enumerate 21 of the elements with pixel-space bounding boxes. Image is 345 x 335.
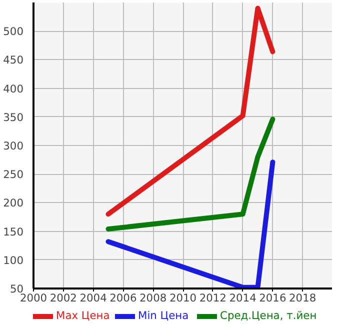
x-tick-label: 2010 bbox=[169, 292, 197, 304]
x-tick-label: 2008 bbox=[140, 292, 167, 304]
y-tick-label: 400 bbox=[3, 82, 24, 96]
legend-label: Сред.Цена, т.йен bbox=[220, 309, 317, 322]
x-tick-label: 2004 bbox=[80, 292, 108, 304]
y-tick-label: 200 bbox=[3, 196, 24, 210]
x-tick-label: 2006 bbox=[110, 292, 137, 304]
y-tick-label: 250 bbox=[3, 168, 24, 182]
y-tick-label: 100 bbox=[3, 254, 24, 267]
x-tick-label: 2016 bbox=[259, 292, 286, 304]
x-tick-label: 2012 bbox=[199, 292, 226, 304]
x-tick-label: 2014 bbox=[229, 292, 257, 304]
legend-label: Max Цена bbox=[56, 309, 110, 322]
x-tick-label: 2002 bbox=[50, 292, 77, 304]
x-tick-label: 2018 bbox=[289, 292, 316, 304]
y-tick-label: 500 bbox=[3, 25, 24, 38]
legend-label: Min Цена bbox=[138, 309, 189, 322]
y-tick-label: 150 bbox=[3, 225, 24, 238]
y-tick-label: 450 bbox=[3, 54, 24, 67]
y-tick-label: 300 bbox=[3, 140, 24, 152]
y-tick-label: 350 bbox=[3, 110, 24, 124]
